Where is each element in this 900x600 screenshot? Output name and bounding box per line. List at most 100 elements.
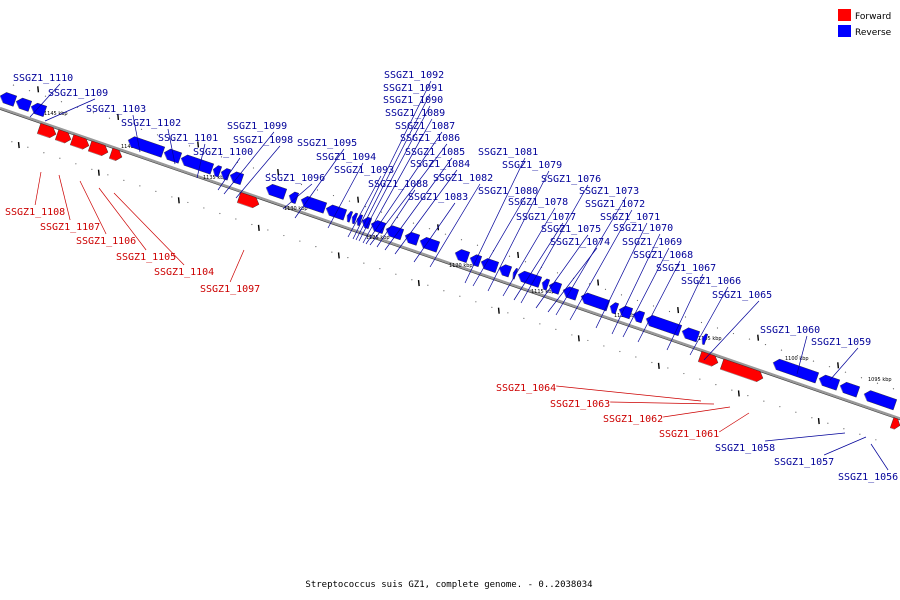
gene-label: SSGZ1_1108 (5, 207, 65, 218)
gene-leader-line (369, 143, 448, 246)
gene-label: SSGZ1_1087 (395, 121, 455, 132)
gene-label: SSGZ1_1077 (516, 212, 576, 223)
scale-dot (59, 157, 61, 159)
scale-dot (844, 371, 847, 373)
scale-dot (187, 201, 189, 204)
reverse-gene-arrow (15, 97, 33, 112)
gene-leader-line (113, 192, 185, 266)
scale-dot (604, 288, 607, 290)
label-layer: SSGZ1_1110 SSGZ1_1109 SSGZ1_1103 SSGZ1_1102… (5, 70, 898, 483)
reverse-gene-arrow (265, 183, 288, 200)
reverse-gene-arrow (30, 102, 48, 117)
scale-dot (667, 367, 669, 369)
reverse-gene-arrow (454, 249, 471, 263)
scale-dot (155, 190, 157, 192)
scale-dot (619, 350, 621, 353)
scale-dot (524, 261, 527, 263)
gene-label: SSGZ1_1076 (541, 174, 601, 185)
scale-dot (651, 361, 653, 364)
forward-gene-arrow (697, 351, 719, 367)
kbp-tick-label: 1095 kbp (868, 377, 892, 383)
scale-dot (444, 233, 447, 235)
forward-gene-arrow (889, 417, 900, 430)
scale-dot (235, 218, 237, 220)
scale-dot (635, 356, 637, 358)
scale-dot (555, 328, 557, 330)
scale-dot (683, 372, 685, 375)
forward-gene-arrow (87, 140, 109, 157)
gene-leader-line (229, 249, 245, 283)
scale-dot (668, 310, 671, 313)
reverse-gene-arrow (0, 92, 18, 107)
scale-dot (268, 172, 271, 175)
scale-tick (117, 113, 120, 120)
scale-dot (796, 355, 799, 357)
gene-label: SSGZ1_1066 (681, 276, 741, 287)
gene-label: SSGZ1_1104 (154, 267, 214, 278)
gene-label: SSGZ1_1106 (76, 236, 136, 247)
reverse-gene-arrow (517, 270, 543, 288)
scale-dot (715, 383, 717, 386)
scale-dot (315, 245, 317, 248)
scale-tick (517, 251, 520, 258)
scale-dot (539, 323, 541, 325)
scale-tick (277, 169, 280, 176)
scale-tick (497, 307, 500, 314)
gene-label: SSGZ1_1103 (86, 104, 146, 115)
gene-leader-line (472, 196, 526, 287)
gene-leader-line (637, 260, 681, 343)
reverse-gene-arrow (212, 165, 223, 178)
gene-leader-line (487, 170, 550, 292)
scale-dot (395, 273, 397, 275)
scale-dot (28, 90, 31, 92)
reverse-gene-arrow (580, 292, 611, 312)
forward-gene-arrow (719, 358, 764, 383)
scale-dot (27, 146, 29, 148)
scale-dot (876, 382, 879, 384)
gene-label: SSGZ1_1069 (622, 237, 682, 248)
gene-label: SSGZ1_1110 (13, 73, 73, 84)
scale-dot (331, 251, 333, 253)
gene-label: SSGZ1_1085 (405, 147, 465, 158)
reverse-gene-arrow (127, 136, 166, 158)
gene-label: SSGZ1_1105 (116, 252, 176, 263)
gene-label: SSGZ1_1094 (316, 152, 376, 163)
scale-dot (156, 134, 159, 136)
gene-leader-line (520, 184, 589, 304)
gene-label: SSGZ1_1065 (712, 290, 772, 301)
reverse-gene-arrow (163, 148, 183, 164)
scale-dot (652, 305, 655, 307)
gene-leader-line (556, 385, 702, 402)
scale-tick (177, 197, 180, 204)
kbp-tick-label: 1100 kbp (785, 356, 809, 362)
gene-label: SSGZ1_1062 (603, 414, 663, 425)
scale-dot (747, 395, 749, 397)
scale-dot (780, 349, 783, 351)
gene-leader-line (355, 93, 431, 241)
gene-leader-line (703, 300, 760, 361)
gene-label: SSGZ1_1060 (760, 325, 820, 336)
reverse-gene-arrow (361, 216, 373, 230)
scale-dot (171, 196, 173, 198)
scale-dot (220, 156, 223, 158)
forward-gene-arrow (236, 192, 260, 209)
legend-label-reverse: Reverse (855, 28, 892, 38)
gene-label: SSGZ1_1078 (508, 197, 568, 208)
reverse-gene-arrow (385, 225, 405, 241)
reverse-gene-arrow (772, 358, 820, 384)
scale-dot (460, 239, 463, 241)
reverse-gene-arrow (701, 333, 709, 346)
scale-dot (779, 406, 781, 408)
gene-label: SSGZ1_1056 (838, 472, 898, 483)
gene-leader-line (98, 187, 147, 251)
scale-dot (172, 139, 175, 141)
kbp-tick-label: 1115 kbp (531, 289, 555, 295)
kbp-tick-label: 1125 kbp (366, 235, 390, 241)
gene-leader-line (547, 247, 598, 313)
scale-dot (636, 299, 639, 302)
gene-label: SSGZ1_1061 (659, 429, 719, 440)
scale-dot (124, 123, 127, 125)
scale-tick (337, 252, 340, 259)
scale-dot (139, 185, 141, 187)
gene-leader-line (347, 175, 382, 238)
